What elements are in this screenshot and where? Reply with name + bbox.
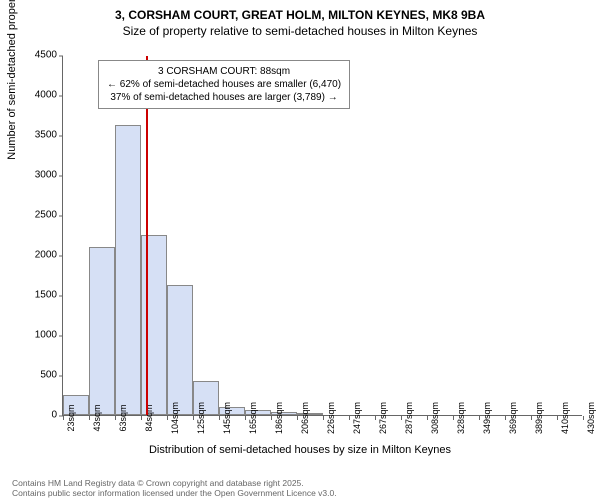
y-tick: 3500: [35, 130, 63, 141]
x-tick: 43sqm: [92, 404, 102, 431]
histogram-bar: [141, 235, 167, 415]
y-tick: 1500: [35, 290, 63, 301]
y-axis-label: Number of semi-detached properties: [6, 0, 18, 160]
chart-container: 3, CORSHAM COURT, GREAT HOLM, MILTON KEY…: [0, 8, 600, 478]
y-tick: 500: [40, 370, 63, 381]
chart-subtitle: Size of property relative to semi-detach…: [0, 24, 600, 40]
y-tick: 1000: [35, 330, 63, 341]
chart-title: 3, CORSHAM COURT, GREAT HOLM, MILTON KEY…: [0, 8, 600, 24]
y-tick: 3000: [35, 170, 63, 181]
footer: Contains HM Land Registry data © Crown c…: [12, 478, 337, 498]
x-tick: 145sqm: [222, 402, 232, 434]
y-tick: 2500: [35, 210, 63, 221]
x-tick: 125sqm: [196, 402, 206, 434]
y-tick: 4500: [35, 50, 63, 61]
footer-line1: Contains HM Land Registry data © Crown c…: [12, 478, 337, 488]
x-tick: 63sqm: [118, 404, 128, 431]
x-tick: 186sqm: [274, 402, 284, 434]
x-tick: 349sqm: [482, 402, 492, 434]
x-tick: 247sqm: [352, 402, 362, 434]
x-tick: 308sqm: [430, 402, 440, 434]
footer-line2: Contains public sector information licen…: [12, 488, 337, 498]
info-box: 3 CORSHAM COURT: 88sqm ← 62% of semi-det…: [98, 60, 350, 109]
x-tick: 206sqm: [300, 402, 310, 434]
plot-area: 3 CORSHAM COURT: 88sqm ← 62% of semi-det…: [62, 56, 582, 416]
x-tick: 389sqm: [534, 402, 544, 434]
x-tick: 410sqm: [560, 402, 570, 434]
x-tick: 226sqm: [326, 402, 336, 434]
x-tick: 287sqm: [404, 402, 414, 434]
x-tick: 430sqm: [586, 402, 596, 434]
y-tick: 4000: [35, 90, 63, 101]
infobox-line2: ← 62% of semi-detached houses are smalle…: [107, 78, 341, 91]
x-tick: 104sqm: [170, 402, 180, 434]
x-tick: 23sqm: [66, 404, 76, 431]
x-tick: 267sqm: [378, 402, 388, 434]
marker-line: [146, 56, 148, 415]
y-tick: 0: [51, 410, 63, 421]
x-tick: 165sqm: [248, 402, 258, 434]
x-axis-label: Distribution of semi-detached houses by …: [0, 444, 600, 456]
x-tick: 369sqm: [508, 402, 518, 434]
infobox-line3: 37% of semi-detached houses are larger (…: [107, 91, 341, 104]
histogram-bar: [89, 247, 115, 415]
x-tick: 328sqm: [456, 402, 466, 434]
histogram-bar: [167, 285, 193, 415]
infobox-line1: 3 CORSHAM COURT: 88sqm: [107, 65, 341, 78]
histogram-bar: [115, 125, 141, 415]
y-tick: 2000: [35, 250, 63, 261]
